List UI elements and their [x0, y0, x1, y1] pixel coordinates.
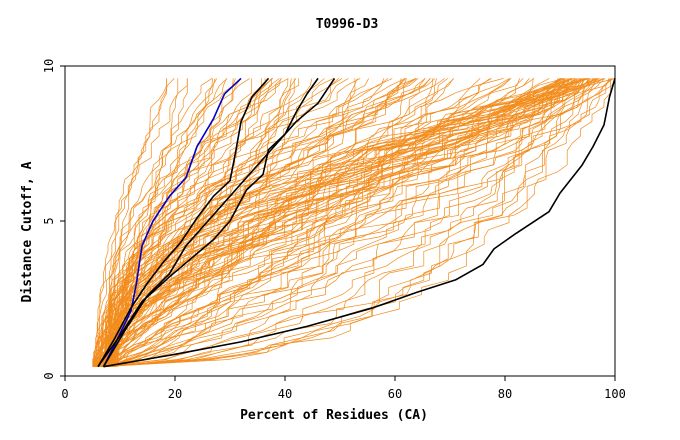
background-curve	[114, 78, 426, 367]
y-tick-label: 10	[42, 59, 56, 73]
background-curve	[110, 78, 613, 368]
x-tick-label: 60	[388, 387, 402, 401]
background-curve	[98, 78, 585, 368]
background-curve	[113, 78, 511, 367]
background-curve	[93, 78, 167, 367]
background-curve	[92, 78, 566, 368]
y-tick-label: 5	[42, 217, 56, 224]
background-curve	[107, 78, 361, 367]
background-curve	[114, 78, 597, 367]
background-curve	[114, 78, 417, 367]
background-curve	[109, 78, 417, 367]
highlight-series-3	[97, 77, 270, 368]
background-curve	[110, 78, 600, 367]
background-curve	[101, 78, 616, 368]
background-curve	[106, 78, 594, 368]
background-curve	[100, 78, 295, 368]
background-curve	[105, 78, 534, 368]
background-curve	[98, 78, 573, 368]
background-curve	[109, 78, 582, 367]
background-curve	[105, 78, 408, 368]
background-curve	[98, 78, 559, 368]
background-curve	[105, 78, 407, 367]
background-curve	[92, 78, 289, 368]
highlight-series-2	[102, 77, 242, 368]
background-curve	[95, 78, 188, 367]
background-curve	[103, 78, 595, 367]
background-curve	[107, 78, 599, 367]
background-curve	[110, 78, 405, 367]
x-tick-label: 0	[61, 387, 68, 401]
background-curve	[116, 78, 510, 367]
background-curve	[98, 78, 589, 367]
background-curve	[107, 78, 419, 367]
y-tick-label: 0	[42, 372, 56, 379]
background-curve	[94, 78, 591, 368]
background-curve	[104, 78, 218, 367]
x-tick-label: 80	[498, 387, 512, 401]
y-axis: 0 5 10	[42, 59, 65, 380]
background-curve	[94, 78, 282, 367]
background-curve	[117, 78, 299, 367]
background-curve	[93, 78, 563, 367]
x-axis: 0 20 40 60 80 100	[61, 376, 626, 401]
chart-title: T0996-D3	[316, 17, 379, 32]
background-curve	[106, 78, 168, 367]
background-curve	[113, 78, 604, 368]
background-curve	[106, 78, 175, 367]
background-curve	[112, 78, 431, 367]
highlight-series-5	[102, 77, 336, 368]
background-curve	[103, 78, 334, 367]
background-curve	[108, 78, 564, 367]
background-curve	[103, 78, 402, 367]
background-curve	[94, 78, 272, 367]
highlight-series-1	[103, 78, 616, 368]
x-tick-label: 40	[278, 387, 292, 401]
y-axis-label: Distance Cutoff, A	[20, 161, 35, 302]
background-curve	[97, 78, 433, 368]
background-curve	[107, 78, 250, 367]
x-tick-label: 100	[604, 387, 626, 401]
background-curve	[103, 78, 587, 367]
background-curve	[96, 78, 586, 367]
x-axis-label: Percent of Residues (CA)	[240, 408, 428, 423]
background-curve	[109, 78, 567, 367]
background-curve	[106, 78, 216, 367]
background-curve	[109, 78, 325, 367]
background-curve	[93, 78, 579, 367]
x-tick-label: 20	[168, 387, 182, 401]
plot-area	[92, 77, 616, 368]
background-curve	[110, 78, 266, 367]
background-curve	[111, 78, 586, 367]
background-curve	[114, 78, 524, 368]
background-curve	[107, 78, 576, 367]
background-curve	[104, 78, 611, 368]
background-curve	[112, 78, 343, 367]
